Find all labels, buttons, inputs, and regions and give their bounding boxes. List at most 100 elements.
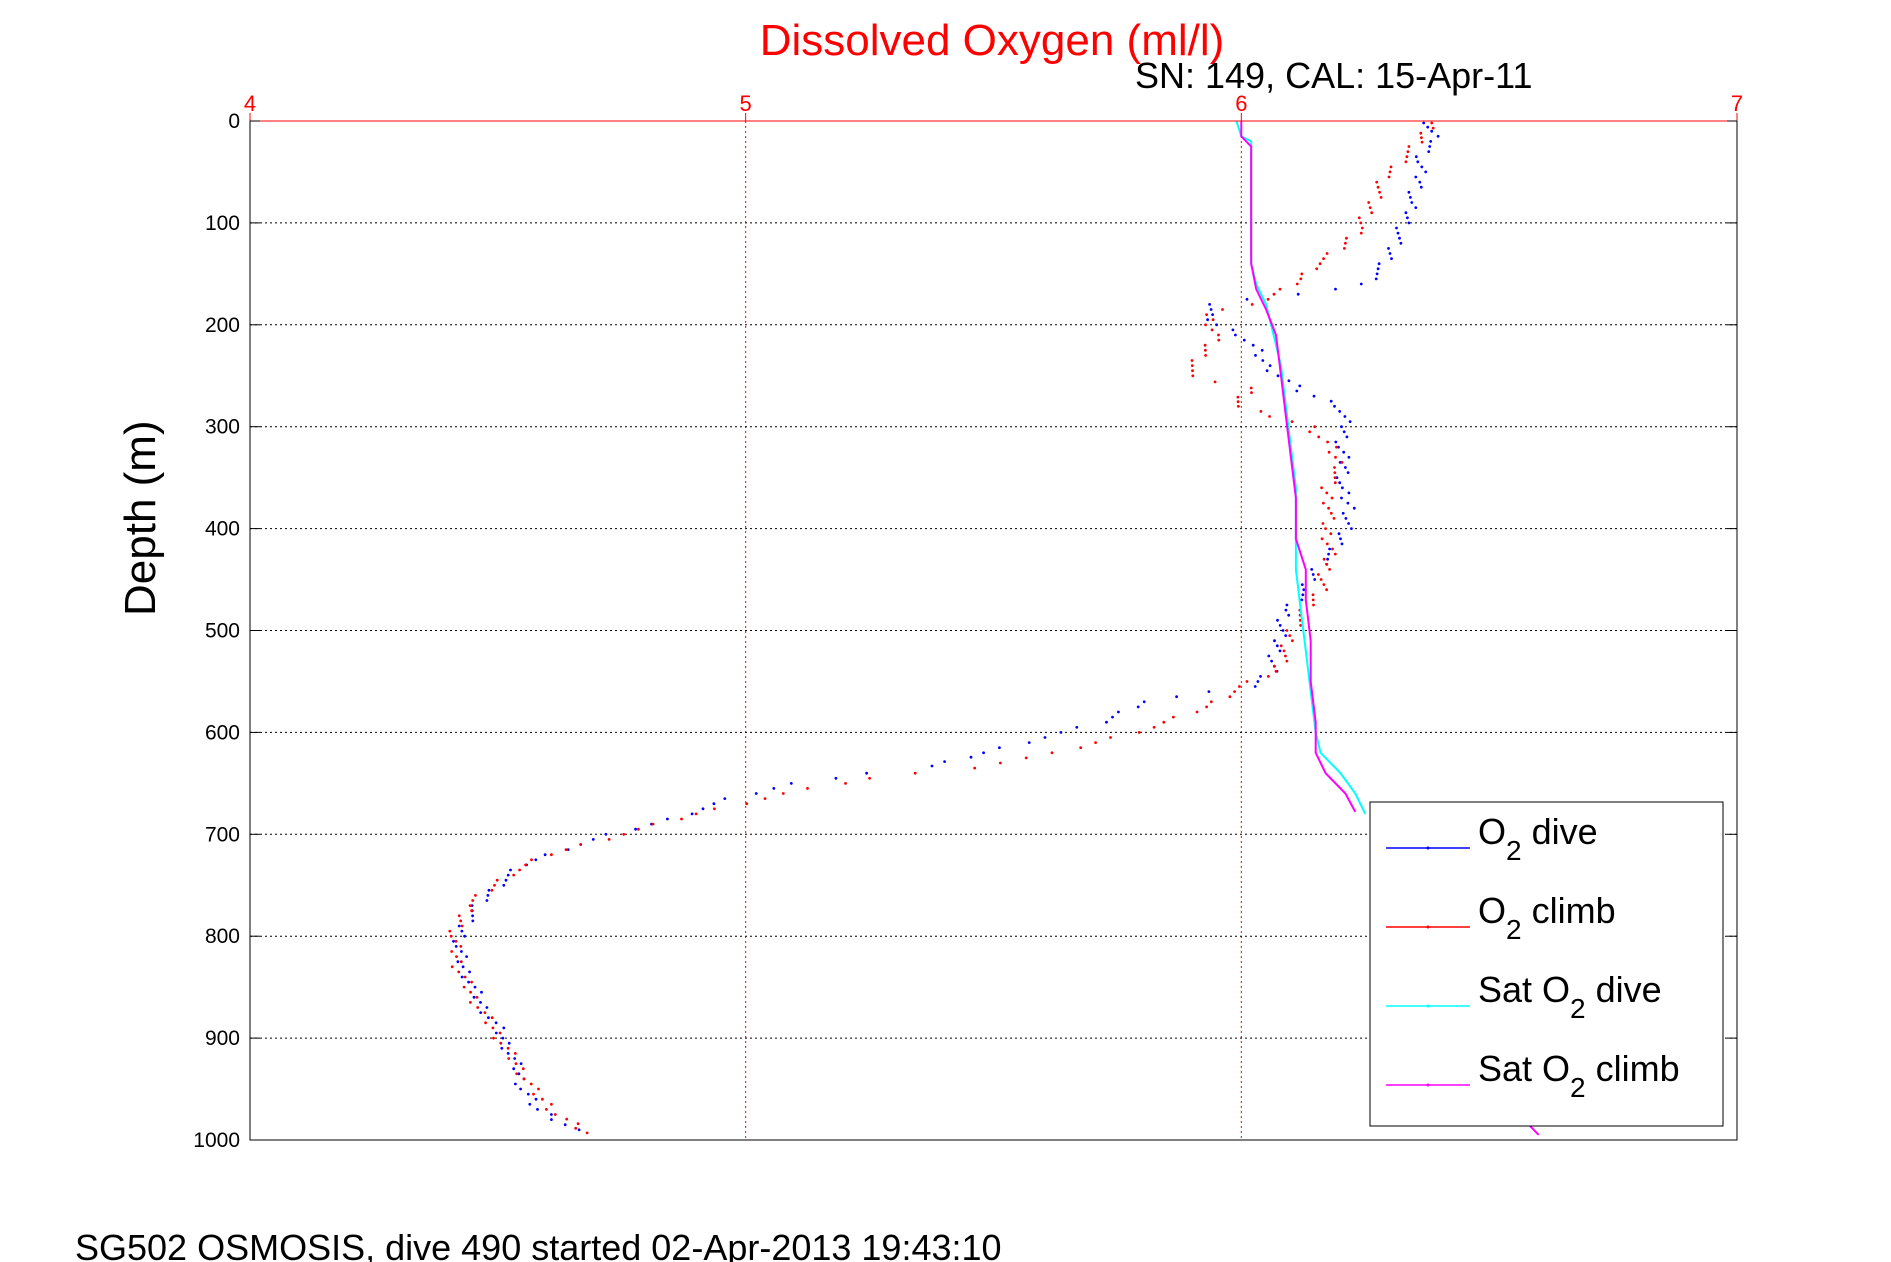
data-point (1260, 348, 1264, 352)
data-series (448, 120, 1540, 1136)
y-tick-label: 700 (205, 823, 240, 846)
data-point (1339, 537, 1342, 541)
data-point (1191, 369, 1194, 373)
data-point (834, 776, 838, 780)
data-point (576, 1122, 580, 1126)
data-point (1350, 527, 1353, 530)
data-point (1152, 725, 1156, 729)
data-point (1270, 659, 1273, 663)
data-point (495, 878, 499, 882)
data-point (491, 1026, 495, 1030)
data-point (522, 1077, 526, 1081)
data-point (490, 888, 494, 892)
data-point (449, 934, 453, 938)
data-point (1311, 593, 1315, 597)
data-point (537, 1087, 540, 1091)
data-point (494, 1031, 498, 1035)
data-point (806, 787, 809, 790)
data-point (1208, 303, 1211, 306)
data-point (1345, 236, 1348, 240)
data-point (492, 1036, 495, 1040)
data-point (1407, 190, 1411, 194)
data-point (1321, 522, 1325, 525)
data-point (1359, 282, 1363, 286)
data-point (634, 827, 637, 831)
data-point (1242, 338, 1246, 342)
data-point (1279, 644, 1283, 648)
data-point (470, 980, 473, 984)
data-point (1301, 593, 1305, 597)
data-point (1342, 450, 1346, 454)
data-point (1215, 323, 1218, 327)
data-point (1388, 252, 1392, 255)
data-point (844, 782, 847, 785)
data-point (1298, 384, 1302, 388)
data-point (1276, 618, 1279, 622)
data-point (1410, 201, 1414, 204)
data-point (1357, 216, 1361, 220)
data-point (1419, 131, 1423, 135)
data-point (454, 945, 458, 948)
data-point (1322, 583, 1326, 586)
data-point (1291, 639, 1294, 643)
data-point (1379, 196, 1383, 199)
data-point (1333, 404, 1336, 408)
data-point (1322, 557, 1326, 561)
data-point (1142, 700, 1146, 704)
data-point (1332, 517, 1336, 520)
data-point (1338, 481, 1342, 485)
data-point (1190, 359, 1194, 362)
data-point (1407, 221, 1411, 225)
data-point (1043, 736, 1047, 739)
data-point (1191, 374, 1195, 378)
data-point (1324, 527, 1327, 530)
y-tick-label: 800 (205, 925, 240, 948)
data-point (1334, 455, 1337, 459)
data-point (713, 807, 716, 811)
data-point (1340, 496, 1343, 500)
data-point (566, 848, 570, 851)
data-point (1322, 257, 1325, 260)
data-point (930, 764, 934, 768)
data-point (969, 755, 973, 759)
data-point (564, 848, 568, 851)
data-point (1273, 639, 1276, 643)
data-point (1295, 282, 1299, 286)
data-point (471, 919, 475, 923)
y-tick-label: 300 (205, 416, 240, 439)
data-point (1302, 588, 1306, 592)
data-point (1414, 175, 1418, 179)
data-point (457, 970, 461, 974)
data-point (1204, 354, 1207, 357)
data-point (1375, 272, 1379, 276)
data-point (1272, 292, 1276, 296)
data-point (504, 878, 508, 882)
x-tick-label: 5 (740, 91, 752, 116)
data-point (1285, 659, 1289, 663)
data-point (519, 1062, 523, 1065)
y-tick-label: 500 (205, 620, 240, 643)
data-point (1285, 603, 1289, 607)
data-point (534, 858, 538, 862)
data-point (1175, 695, 1178, 699)
data-point (1109, 736, 1112, 739)
data-point (1300, 583, 1304, 586)
data-point (457, 924, 461, 928)
data-point (1404, 211, 1408, 215)
data-point (1249, 386, 1253, 390)
data-point (1234, 333, 1237, 337)
data-point (473, 985, 477, 989)
data-point (1420, 165, 1424, 169)
data-point (485, 1006, 489, 1009)
data-point (1367, 201, 1371, 204)
data-point (487, 1016, 490, 1020)
data-point (515, 1072, 519, 1076)
data-point (1416, 160, 1420, 164)
data-point (494, 1021, 498, 1025)
data-point (506, 873, 510, 877)
data-point (1209, 308, 1213, 311)
data-point (1111, 715, 1114, 719)
data-point (1285, 629, 1289, 632)
data-point (1313, 578, 1317, 581)
